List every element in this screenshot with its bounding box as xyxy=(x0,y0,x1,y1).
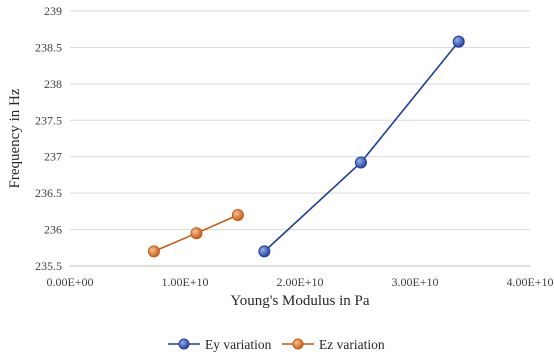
x-tick-label: 1.00E+10 xyxy=(161,275,208,289)
gridlines xyxy=(70,10,530,267)
data-point xyxy=(190,227,203,240)
plot-series xyxy=(147,35,465,258)
data-point xyxy=(147,245,160,258)
y-tick-label: 235.5 xyxy=(35,259,62,273)
x-axis-title: Young's Modulus in Pa xyxy=(230,293,369,309)
x-tick-label: 2.00E+10 xyxy=(276,275,323,289)
legend-label: Ez variation xyxy=(319,337,385,352)
legend: Ey variation Ez variation xyxy=(168,337,385,352)
x-axis-ticks: 0.00E+00 1.00E+10 2.00E+10 3.00E+10 4.00E+10 xyxy=(46,275,553,289)
x-tick-label: 0.00E+00 xyxy=(46,275,93,289)
y-tick-label: 238 xyxy=(44,77,62,91)
legend-marker xyxy=(178,338,190,350)
y-tick-label: 236 xyxy=(44,223,62,237)
legend-marker xyxy=(292,338,304,350)
legend-label: Ey variation xyxy=(205,337,272,352)
x-tick-label: 4.00E+10 xyxy=(506,275,553,289)
data-point xyxy=(258,245,271,258)
y-tick-label: 236.5 xyxy=(35,186,62,200)
data-point xyxy=(231,209,244,221)
y-tick-label: 237.5 xyxy=(35,113,62,127)
y-axis-title: Frequency in Hz xyxy=(7,88,23,188)
y-tick-label: 239 xyxy=(44,4,62,18)
y-tick-label: 238.5 xyxy=(35,40,62,54)
series-line xyxy=(263,41,460,252)
y-axis-ticks: 235.5 236 236.5 237 237.5 238 238.5 239 xyxy=(35,4,62,273)
y-tick-label: 237 xyxy=(44,150,62,164)
data-point xyxy=(452,35,465,48)
data-point xyxy=(354,156,367,169)
x-tick-label: 3.00E+10 xyxy=(391,275,438,289)
